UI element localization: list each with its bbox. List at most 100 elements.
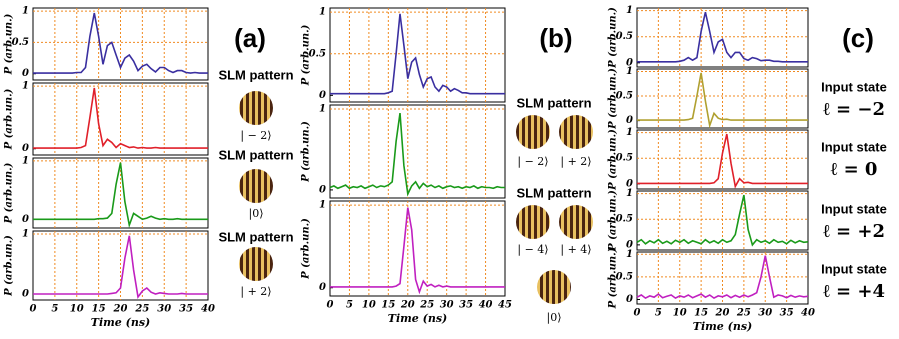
plot-frame	[32, 157, 209, 229]
y-tick-label: 1	[626, 249, 633, 260]
y-tick-label: 1	[626, 127, 633, 138]
line	[33, 162, 208, 229]
y-axis-label: P (arb.un.)	[301, 218, 312, 280]
slm-title: SLM pattern	[516, 95, 591, 110]
slm-image	[559, 205, 593, 239]
y-tick-label: 0.5	[616, 31, 633, 42]
x-tick-label: 10	[362, 300, 376, 311]
line	[637, 133, 808, 189]
x-tick-label: 0	[327, 300, 334, 311]
y-tick-label: 0	[626, 57, 633, 68]
slm-title: SLM pattern	[218, 67, 293, 82]
plot-frame	[329, 7, 506, 103]
y-axis-label: P (arb.un.)	[608, 247, 619, 309]
y-tick-label: 1	[22, 229, 29, 240]
ket: | − 2⟩	[240, 129, 271, 143]
y-tick-label: 1	[22, 6, 29, 17]
input-states: Input state ℓ = −2 Input state ℓ = 0 Inp…	[821, 79, 887, 302]
y-tick-label: 0.5	[616, 91, 633, 102]
y-tick-label: 0	[626, 178, 633, 189]
x-tick-label: 0	[30, 304, 37, 315]
input-state: ℓ = +4	[823, 281, 885, 302]
line	[33, 235, 208, 300]
y-tick-label: 0	[22, 289, 29, 300]
y-axis-label: P (arb.un.)	[4, 88, 15, 150]
slm-title: SLM pattern	[218, 229, 293, 244]
x-tick-label: 25	[419, 300, 434, 311]
x-tick-label: 30	[157, 304, 171, 315]
slm-image	[537, 270, 571, 304]
y-tick-label: 0.5	[616, 214, 633, 225]
slm-b: SLM pattern | − 2⟩ | + 2⟩ SLM pattern | …	[516, 95, 593, 325]
input-title: Input state	[821, 139, 887, 154]
x-tick-label: 0	[634, 308, 641, 319]
y-tick-label: 0	[626, 294, 633, 305]
ket: | + 2⟩	[560, 155, 591, 169]
y-axis-label: P (arb.un.)	[608, 68, 619, 130]
x-tick-label: 5	[655, 308, 662, 319]
ket: |0⟩	[547, 311, 562, 325]
y-tick-label: 0.5	[616, 271, 633, 282]
x-tick-label: 40	[201, 304, 215, 315]
y-tick-label: 0.5	[309, 48, 326, 59]
x-tick-label: 15	[381, 300, 395, 311]
x-tick-label: 40	[801, 308, 815, 319]
panel-label: (a)	[234, 23, 266, 53]
slm-image	[516, 205, 550, 239]
plot-frame	[32, 230, 209, 301]
y-tick-label: 0	[22, 143, 29, 154]
slm-image	[239, 247, 273, 281]
y-axis-label: P (arb.un.)	[4, 13, 15, 75]
x-tick-label: 20	[715, 308, 730, 319]
y-tick-label: 1	[626, 66, 633, 77]
line	[636, 255, 809, 300]
y-tick-label: 0	[319, 282, 326, 293]
y-tick-label: 0	[626, 239, 633, 250]
input-title: Input state	[821, 201, 887, 216]
slm-image	[239, 91, 273, 125]
ket: | + 2⟩	[240, 285, 271, 299]
slm-title: SLM pattern	[218, 147, 293, 162]
x-tick-label: 5	[346, 300, 353, 311]
slm-image	[516, 115, 550, 149]
slm-a: SLM pattern | − 2⟩ SLM pattern |0⟩ SLM p…	[218, 67, 293, 299]
x-tick-label: 15	[92, 304, 106, 315]
x-tick-label: 10	[673, 308, 687, 319]
ket: | − 4⟩	[517, 243, 548, 257]
x-tick-label: 25	[736, 308, 751, 319]
x-tick-label: 35	[780, 308, 794, 319]
y-tick-label: 0	[22, 214, 29, 225]
plot-frame	[329, 200, 506, 297]
y-axis-label: P (arb.un.)	[608, 129, 619, 191]
y-axis-label: P (arb.un.)	[4, 235, 15, 297]
x-tick-label: 30	[440, 300, 454, 311]
slm-title: SLM pattern	[516, 185, 591, 200]
panel-label: (c)	[842, 23, 874, 53]
ket: | + 4⟩	[560, 243, 591, 257]
y-tick-label: 1	[22, 155, 29, 166]
y-tick-label: 1	[626, 188, 633, 199]
y-axis-label: P (arb.un.)	[608, 7, 619, 69]
line	[637, 12, 808, 63]
line	[330, 207, 505, 295]
line	[637, 72, 808, 129]
x-tick-label: 20	[400, 300, 415, 311]
x-tick-label: 40	[479, 300, 493, 311]
input-state: ℓ = +2	[823, 221, 885, 242]
y-tick-label: 1	[319, 104, 326, 115]
input-state: ℓ = 0	[831, 159, 878, 180]
x-axis-label: Time (ns)	[388, 312, 447, 325]
line	[636, 194, 809, 247]
x-tick-label: 25	[134, 304, 149, 315]
x-axis-label: Time (ns)	[91, 316, 150, 329]
y-tick-label: 1	[626, 5, 633, 16]
input-state: ℓ = −2	[823, 99, 885, 120]
slm-image	[239, 169, 273, 203]
x-tick-label: 45	[498, 300, 512, 311]
line	[33, 87, 208, 149]
plot-frame	[329, 104, 506, 199]
y-tick-label: 0.5	[12, 37, 29, 48]
y-tick-label: 0	[22, 68, 29, 79]
y-tick-label: 0	[319, 90, 326, 101]
input-title: Input state	[821, 79, 887, 94]
